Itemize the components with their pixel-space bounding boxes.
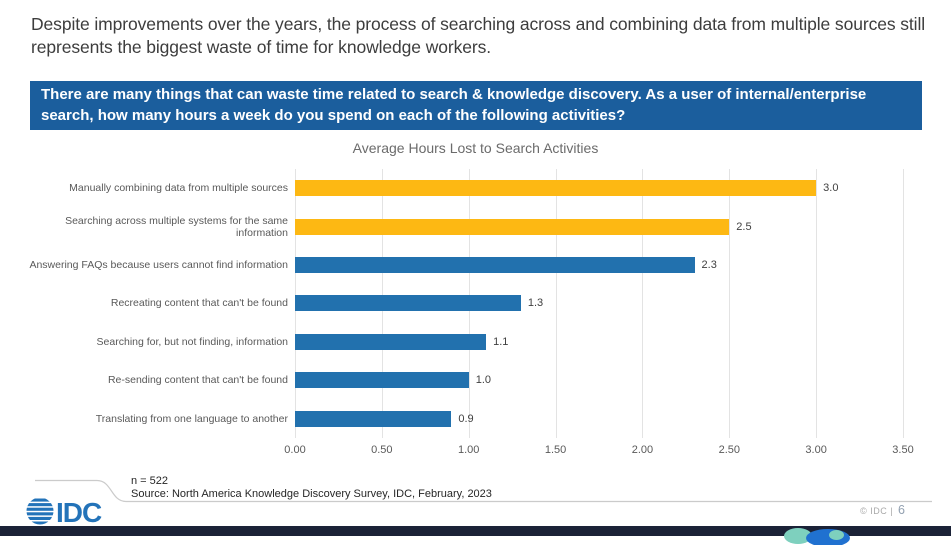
decorative-arc-teal-small: [829, 530, 844, 540]
x-tick-label: 0.00: [284, 444, 306, 456]
value-label: 2.3: [701, 259, 717, 272]
bar: [295, 410, 452, 427]
decorative-arc-teal: [784, 528, 812, 544]
logo-text: IDC: [56, 497, 102, 527]
x-axis: 0.00 0.50 1.00 1.50 2.00 2.50 3.00 3.50: [284, 444, 913, 458]
category-label: Recreating content that can't be found: [110, 297, 288, 310]
gridline: [816, 169, 818, 438]
chart-row: 2.3: [295, 246, 935, 284]
page-number: 6: [898, 503, 905, 517]
value-label: 0.9: [458, 412, 474, 425]
copyright: © IDC | 6: [730, 503, 905, 517]
bar: [295, 257, 695, 274]
copyright-text: © IDC |: [860, 506, 894, 516]
chart-title: Average Hours Lost to Search Activities: [352, 140, 599, 156]
chart-row: 1.0: [295, 361, 935, 399]
gridline: [555, 169, 557, 438]
idc-logo: IDC: [26, 497, 103, 527]
chart-row: 2.5: [295, 207, 935, 245]
bar: [295, 333, 487, 350]
x-tick-label: 1.50: [544, 444, 567, 456]
x-tick-label: 2.50: [718, 444, 740, 456]
decorative-arc-blue: [806, 529, 850, 545]
value-label: 2.5: [736, 220, 752, 233]
chart-row: 0.9: [295, 400, 935, 438]
category-label: Answering FAQs because users cannot find…: [29, 259, 288, 272]
category-label: Manually combining data from multiple so…: [69, 182, 288, 195]
category-labels: Manually combining data from multiple so…: [20, 169, 288, 438]
chart-row: 3.0: [295, 169, 935, 207]
value-label: 1.1: [493, 335, 509, 348]
bar: [295, 372, 469, 389]
x-tick-label: 2.00: [631, 444, 654, 456]
value-label: 1.0: [475, 374, 491, 387]
chart-row: 1.3: [295, 284, 935, 322]
chart-rows: 3.0 2.5 2.3 1.3 1.1 1.0 0.9: [295, 169, 935, 438]
question-banner: There are many things that can waste tim…: [30, 81, 922, 131]
bottom-band: [0, 526, 951, 536]
source-note: Source: North America Knowledge Discover…: [131, 488, 492, 500]
bar: [295, 180, 817, 197]
gridline: [729, 169, 731, 438]
sample-size: n = 522: [131, 475, 169, 487]
x-tick-label: 0.50: [371, 444, 393, 456]
gridline: [642, 169, 644, 438]
x-tick-label: 1.00: [457, 444, 480, 456]
value-label: 1.3: [527, 297, 544, 310]
globe-icon: [26, 498, 54, 525]
category-label: Searching for, but not finding, informat…: [96, 335, 288, 348]
category-label: Searching across multiple systems for th…: [65, 214, 288, 239]
headline: Despite improvements over the years, the…: [31, 14, 926, 58]
bar: [295, 218, 730, 235]
gridline: [903, 169, 904, 438]
x-tick-label: 3.00: [805, 444, 827, 456]
value-label: 3.0: [823, 182, 839, 195]
x-tick-label: 3.50: [892, 444, 914, 456]
category-label: Translating from one language to another: [95, 412, 288, 425]
bar: [295, 295, 521, 312]
chart-row: 1.1: [295, 323, 935, 361]
category-label: Re-sending content that can't be found: [107, 374, 288, 387]
